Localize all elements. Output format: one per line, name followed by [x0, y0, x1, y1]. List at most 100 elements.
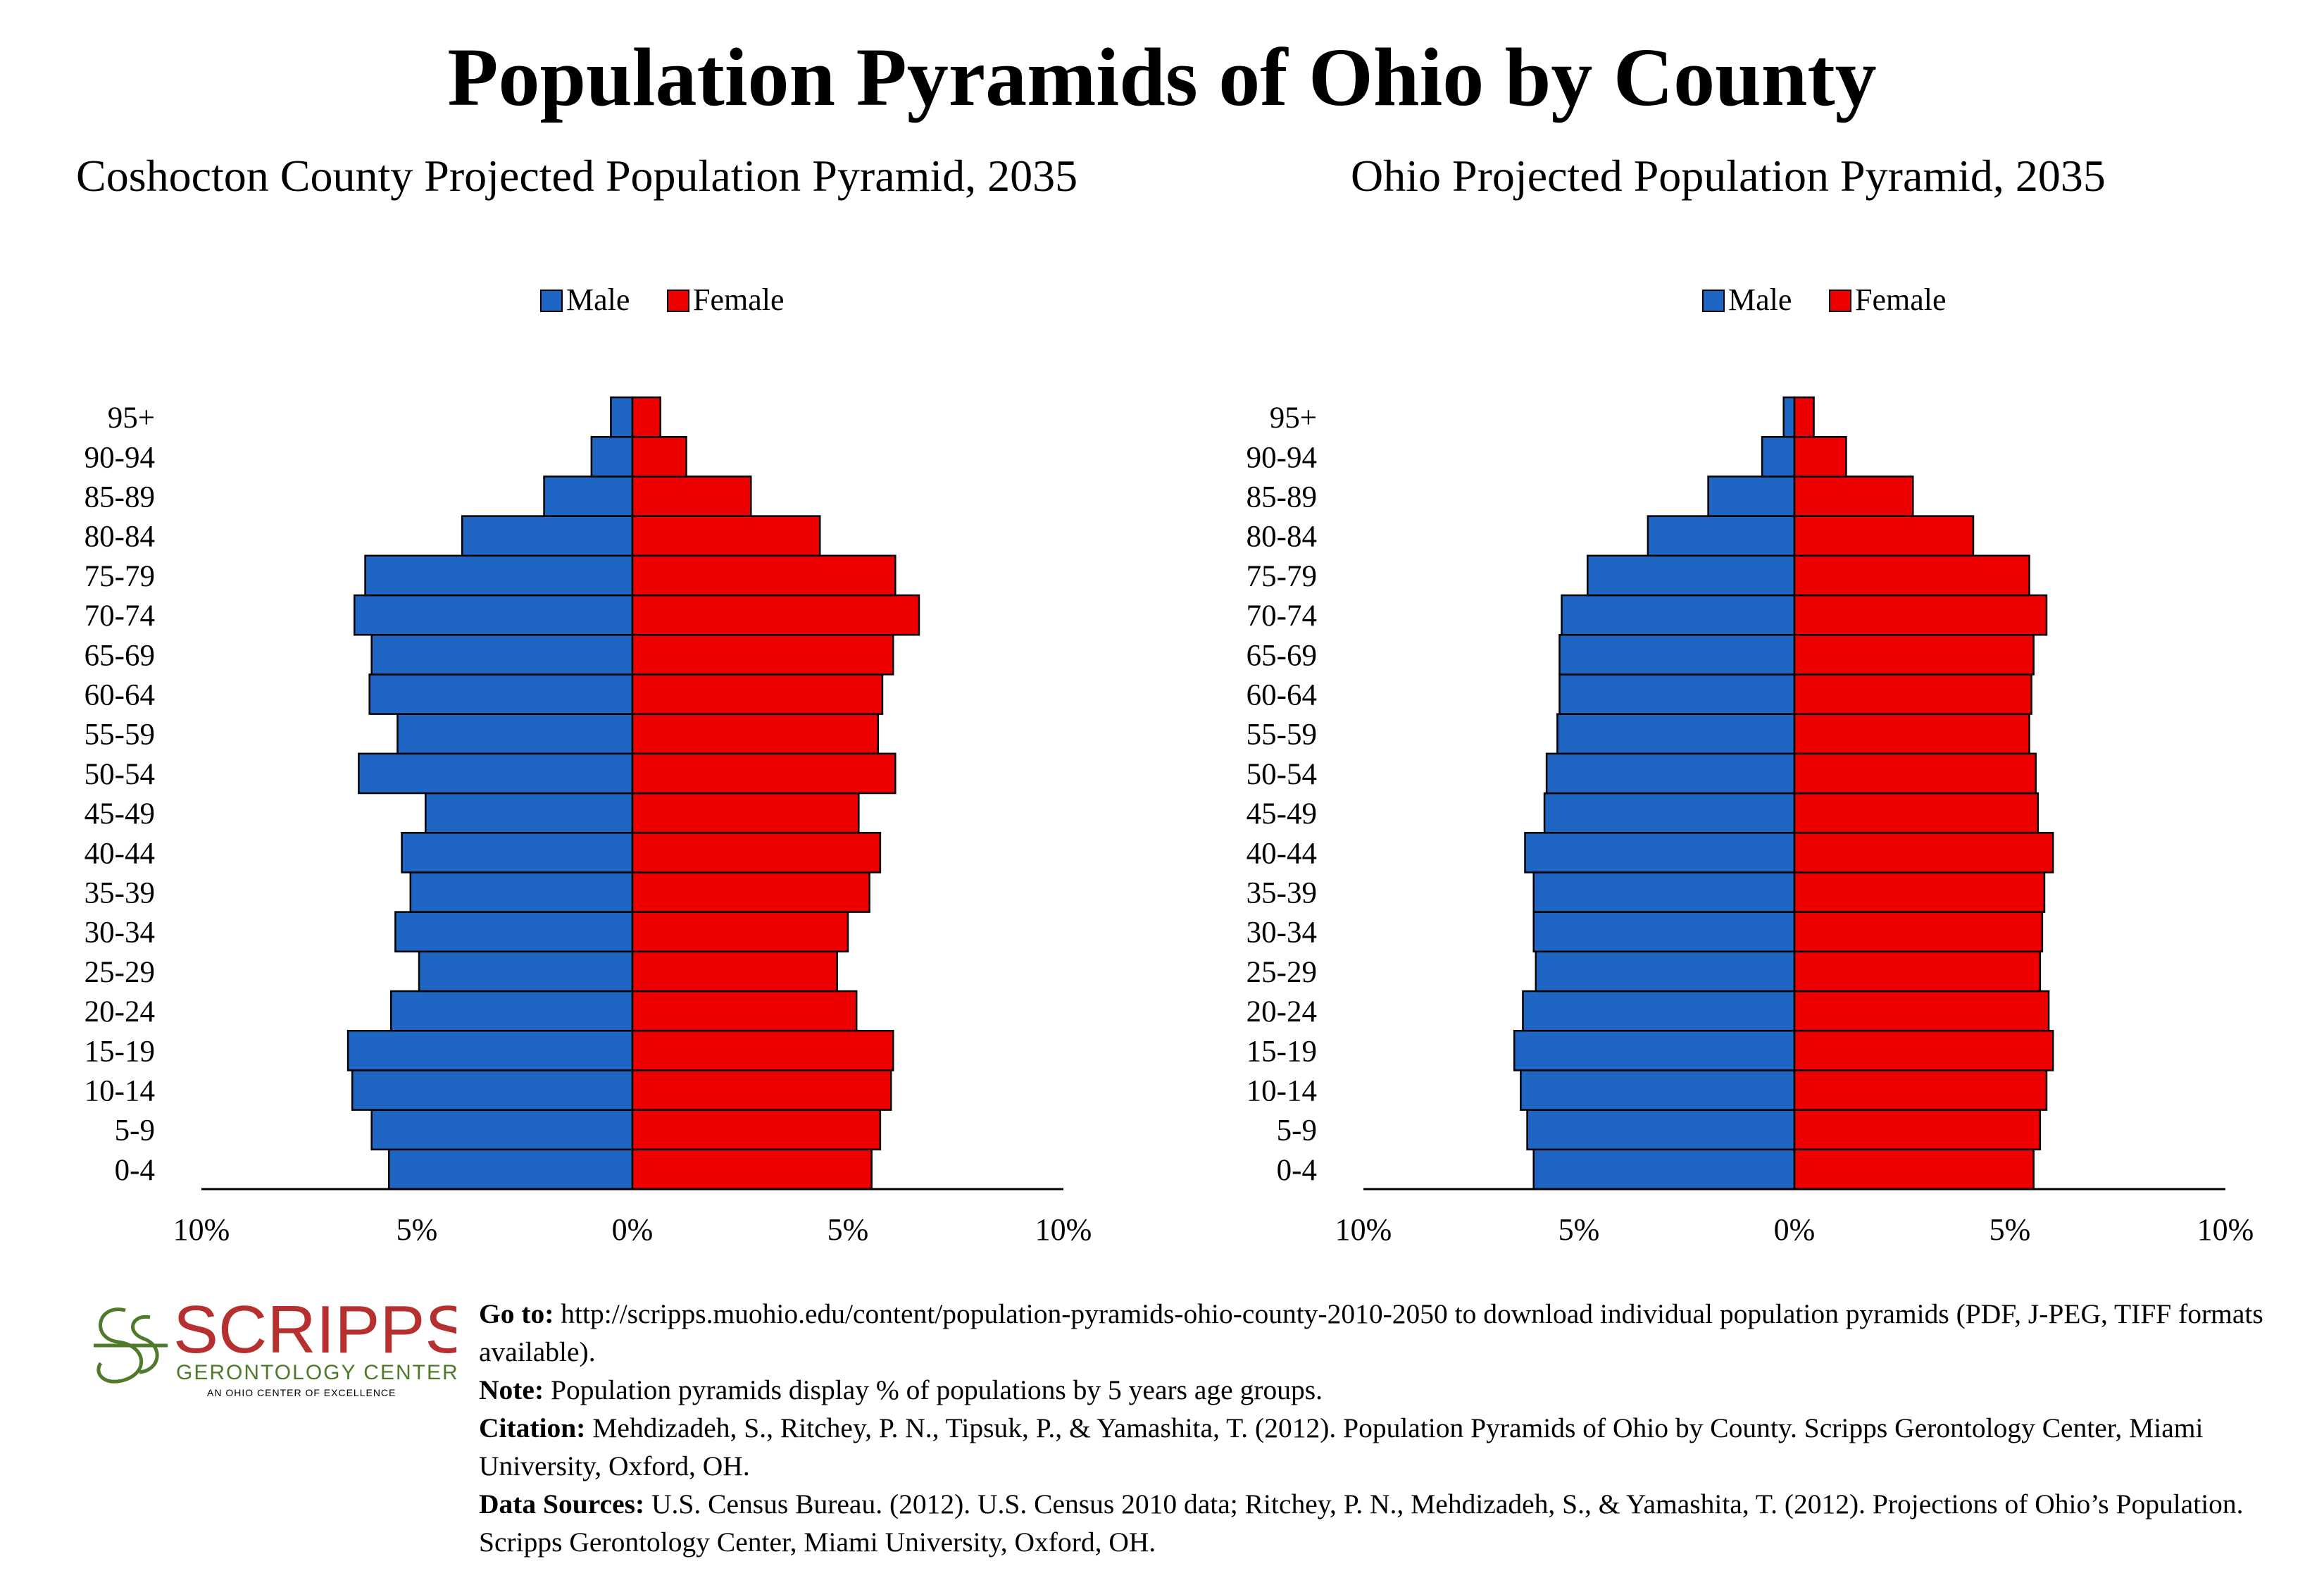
sources-label: Data Sources:: [479, 1488, 645, 1519]
male-bar-60-64: [1558, 673, 1796, 715]
age-label-25-29: 25-29: [85, 956, 155, 989]
male-bar-10-14: [1520, 1069, 1796, 1111]
age-label-95+: 95+: [108, 402, 155, 435]
male-bar-25-29: [418, 950, 634, 993]
male-bar-15-19: [1513, 1029, 1796, 1071]
female-bar-20-24: [1793, 990, 2050, 1032]
female-bar-50-54: [1793, 752, 2037, 795]
female-bar-5-9: [631, 1109, 882, 1151]
female-bar-95+: [631, 396, 662, 438]
male-bar-35-39: [409, 871, 634, 913]
age-label-85-89: 85-89: [1247, 481, 1317, 514]
age-label-30-34: 30-34: [1247, 916, 1317, 950]
age-label-60-64: 60-64: [1247, 679, 1317, 712]
goto-note: Go to: http://scripps.muohio.edu/content…: [479, 1295, 2310, 1371]
female-bar-20-24: [631, 990, 858, 1032]
male-bar-20-24: [390, 990, 634, 1032]
sources-note: Data Sources: U.S. Census Bureau. (2012)…: [479, 1485, 2310, 1561]
male-bar-40-44: [1524, 831, 1796, 874]
female-bar-90-94: [1793, 435, 1847, 478]
legend-label-female: Female: [693, 282, 785, 317]
legend: Male Female: [540, 282, 785, 317]
female-bar-75-79: [631, 554, 897, 597]
note-text: Population pyramids display % of populat…: [544, 1374, 1323, 1405]
male-bar-85-89: [1707, 476, 1796, 517]
male-bar-5-9: [370, 1109, 634, 1151]
female-bar-80-84: [631, 515, 821, 557]
age-label-0-4: 0-4: [115, 1154, 155, 1187]
age-label-85-89: 85-89: [85, 481, 155, 514]
x-tick-label: 10%: [173, 1212, 230, 1247]
female-bar-30-34: [1793, 911, 2044, 953]
male-bar-95+: [1782, 396, 1796, 438]
swirl-icon: [94, 1307, 168, 1384]
female-bar-55-59: [631, 713, 880, 755]
age-label-45-49: 45-49: [1247, 797, 1317, 831]
x-tick-label: 10%: [2197, 1212, 2254, 1247]
goto-text: http://scripps.muohio.edu/content/popula…: [479, 1298, 2263, 1367]
citation-label: Citation:: [479, 1412, 586, 1443]
age-label-5-9: 5-9: [115, 1114, 155, 1148]
male-bar-95+: [610, 396, 634, 438]
age-label-35-39: 35-39: [85, 877, 155, 910]
female-bar-35-39: [631, 871, 870, 913]
age-label-35-39: 35-39: [1247, 877, 1317, 910]
female-bar-25-29: [631, 950, 838, 993]
x-tick-label: 10%: [1035, 1212, 1092, 1247]
female-bar-45-49: [631, 792, 860, 834]
x-tick-label: 5%: [396, 1212, 438, 1247]
female-bar-85-89: [631, 476, 752, 517]
x-tick-label: 5%: [1558, 1212, 1600, 1247]
female-bar-0-4: [631, 1148, 873, 1191]
male-bar-45-49: [1543, 792, 1796, 834]
age-label-80-84: 80-84: [85, 521, 155, 554]
female-bar-70-74: [631, 594, 920, 636]
female-bar-60-64: [1793, 673, 2032, 715]
age-label-60-64: 60-64: [85, 679, 155, 712]
male-bar-80-84: [1647, 515, 1796, 557]
female-bar-45-49: [1793, 792, 2039, 834]
age-label-55-59: 55-59: [85, 719, 155, 752]
male-bar-65-69: [1558, 633, 1796, 676]
female-bar-10-14: [631, 1069, 892, 1111]
age-label-15-19: 15-19: [85, 1035, 155, 1068]
female-bar-95+: [1793, 396, 1815, 438]
male-bar-75-79: [364, 554, 634, 597]
male-bar-70-74: [1561, 594, 1796, 636]
age-label-90-94: 90-94: [1247, 441, 1317, 474]
male-bar-25-29: [1535, 950, 1796, 993]
male-bar-10-14: [351, 1069, 634, 1111]
age-label-5-9: 5-9: [1277, 1114, 1317, 1148]
male-bar-90-94: [590, 435, 634, 478]
display-note: Note: Population pyramids display % of p…: [479, 1371, 2310, 1409]
female-bar-40-44: [631, 831, 882, 874]
age-label-50-54: 50-54: [85, 758, 155, 791]
age-label-25-29: 25-29: [1247, 956, 1317, 989]
male-bar-35-39: [1532, 871, 1796, 913]
coshocton-pyramid-chart: Male Female 0-4 5-9 10-14 15-19 20-24 25-29 30-3…: [85, 282, 1092, 1247]
age-label-70-74: 70-74: [85, 599, 155, 633]
female-bar-90-94: [631, 435, 687, 478]
male-bar-0-4: [1532, 1148, 1796, 1191]
logo-subtitle: GERONTOLOGY CENTER: [176, 1361, 456, 1384]
x-tick-label: 5%: [827, 1212, 869, 1247]
legend-swatch-female: [1829, 290, 1851, 312]
male-bar-20-24: [1522, 990, 1796, 1032]
age-label-10-14: 10-14: [85, 1075, 155, 1108]
female-bar-15-19: [631, 1029, 894, 1071]
sources-text: U.S. Census Bureau. (2012). U.S. Census …: [479, 1488, 2244, 1558]
x-tick-label: 10%: [1335, 1212, 1392, 1247]
male-bar-55-59: [1556, 713, 1796, 755]
age-label-0-4: 0-4: [1277, 1154, 1317, 1187]
legend-label-male: Male: [1728, 282, 1792, 317]
citation-text: Mehdizadeh, S., Ritchey, P. N., Tipsuk, …: [479, 1412, 2204, 1481]
male-bar-70-74: [354, 594, 634, 636]
citation-note: Citation: Mehdizadeh, S., Ritchey, P. N.…: [479, 1409, 2310, 1485]
legend: Male Female: [1702, 282, 1947, 317]
goto-label: Go to:: [479, 1298, 554, 1329]
age-label-75-79: 75-79: [85, 560, 155, 593]
male-bar-45-49: [424, 792, 634, 834]
left-chart-title: Coshocton County Projected Population Py…: [76, 151, 1078, 201]
male-bar-50-54: [1545, 752, 1796, 795]
footnotes: Go to: http://scripps.muohio.edu/content…: [479, 1295, 2310, 1561]
